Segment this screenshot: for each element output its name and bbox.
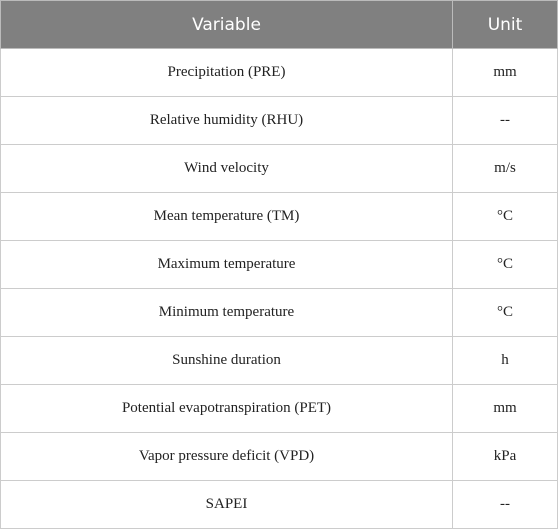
table-row: Potential evapotranspiration (PET) mm — [0, 384, 558, 433]
table-row: Sunshine duration h — [0, 336, 558, 385]
table-cell: -- — [452, 96, 558, 145]
header-row: Variable Unit — [0, 0, 558, 49]
table-cell: -- — [452, 480, 558, 529]
table-row: Relative humidity (RHU) -- — [0, 96, 558, 145]
table-cell: mm — [452, 48, 558, 97]
table-cell: Sunshine duration — [0, 336, 453, 385]
table-row: Precipitation (PRE) mm — [0, 48, 558, 97]
table-cell: °C — [452, 288, 558, 337]
table-cell: °C — [452, 240, 558, 289]
table-cell: Relative humidity (RHU) — [0, 96, 453, 145]
header-cell: Unit — [452, 0, 558, 49]
table-cell: h — [452, 336, 558, 385]
table-row: SAPEI -- — [0, 480, 558, 529]
table-row: Wind velocity m/s — [0, 144, 558, 193]
table-cell: mm — [452, 384, 558, 433]
table-cell: m/s — [452, 144, 558, 193]
table-cell: Vapor pressure deficit (VPD) — [0, 432, 453, 481]
table-row: Mean temperature (TM) °C — [0, 192, 558, 241]
table-row: Vapor pressure deficit (VPD) kPa — [0, 432, 558, 481]
table-cell: Mean temperature (TM) — [0, 192, 453, 241]
table-cell: Maximum temperature — [0, 240, 453, 289]
table-row: Maximum temperature °C — [0, 240, 558, 289]
table-cell: Precipitation (PRE) — [0, 48, 453, 97]
header-cell: Variable — [0, 0, 453, 49]
table-cell: Potential evapotranspiration (PET) — [0, 384, 453, 433]
table-row: Minimum temperature °C — [0, 288, 558, 337]
table-body: Precipitation (PRE) mm Relative humidity (… — [0, 48, 558, 529]
table-cell: SAPEI — [0, 480, 453, 529]
table-cell: Wind velocity — [0, 144, 453, 193]
table-cell: °C — [452, 192, 558, 241]
table-cell: kPa — [452, 432, 558, 481]
table-cell: Minimum temperature — [0, 288, 453, 337]
